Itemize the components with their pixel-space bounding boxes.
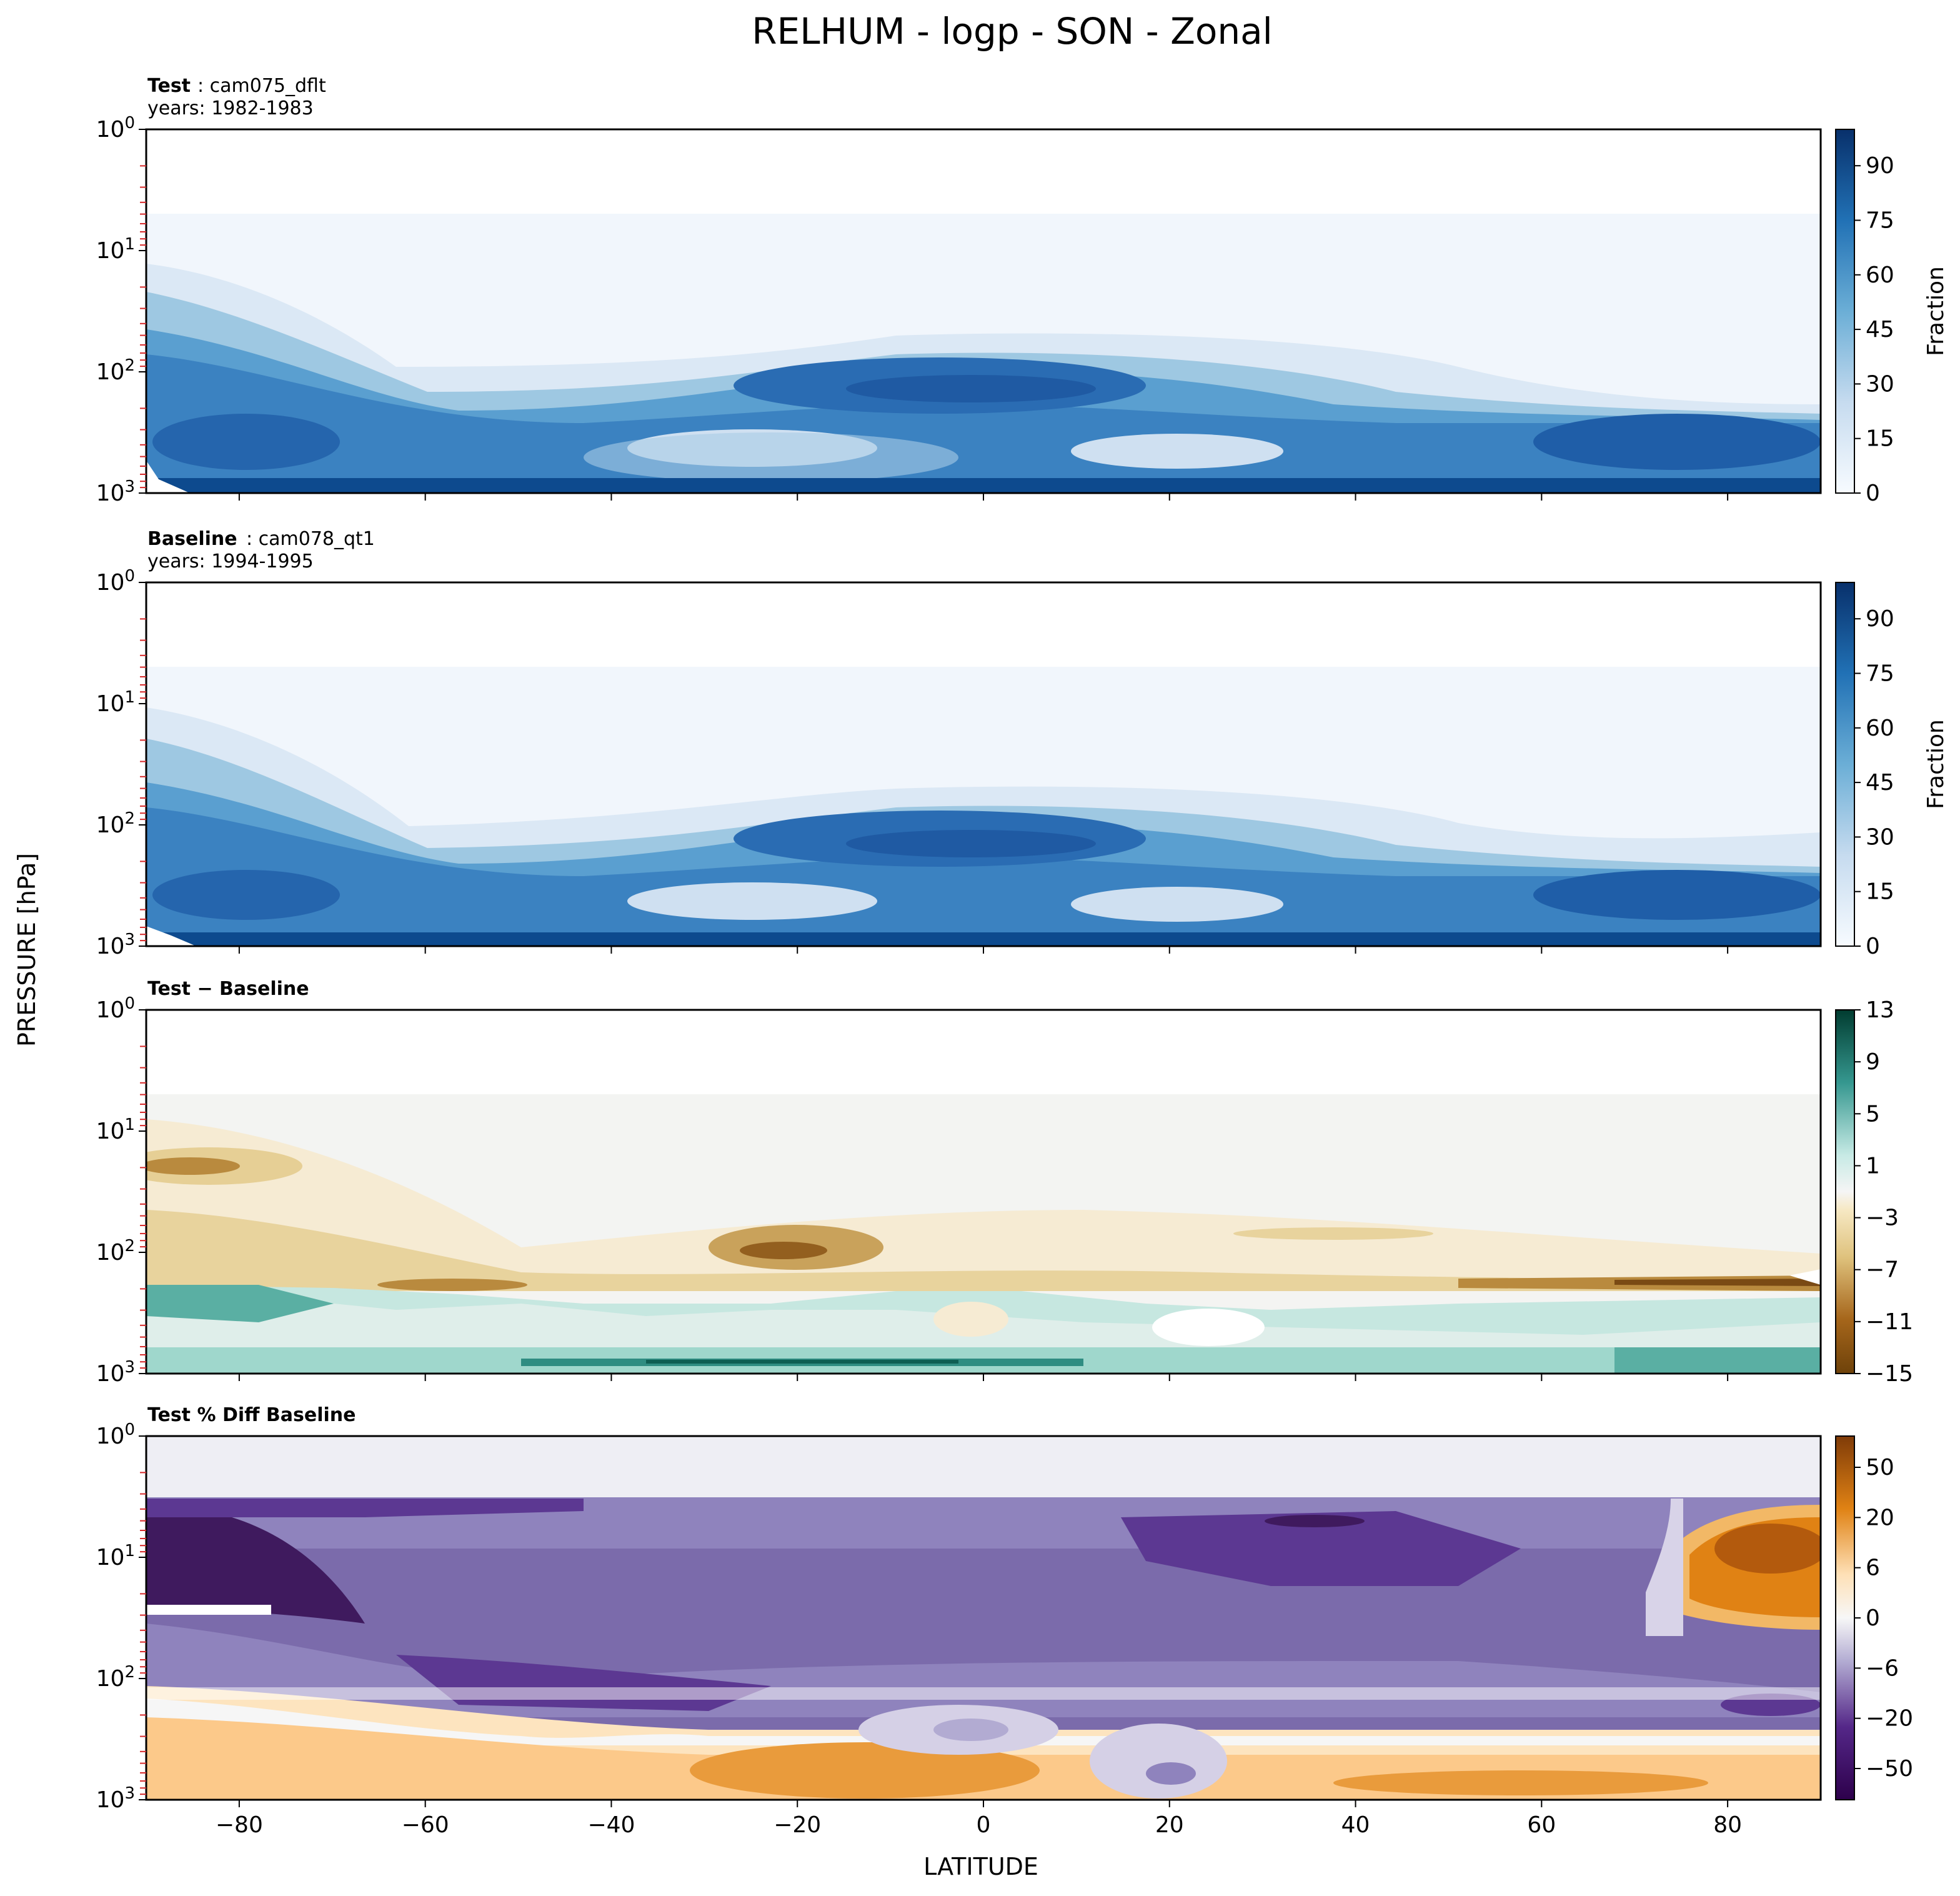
colorbar-tick-label: 30 <box>1866 371 1894 397</box>
colorbar-tick-label: 45 <box>1866 770 1894 796</box>
colorbar-tick-label: 30 <box>1866 824 1894 850</box>
colorbar-tick-label: 60 <box>1866 262 1894 288</box>
colorbar-tick-label: 1 <box>1866 1153 1880 1179</box>
y-tick-label: 103 <box>96 1784 135 1813</box>
axes-ticks-layer: 100101102103100101102103100101102103−80−… <box>96 114 1913 1838</box>
x-tick-label: 80 <box>1713 1812 1742 1838</box>
panel-baseline: Baseline : cam078_qt1 years: 1994-1995 <box>145 528 1822 947</box>
colorbar-percent-difference <box>1835 1435 1855 1800</box>
panel-label-bold: Test <box>147 75 191 97</box>
figure-title: RELHUM - logp - SON - Zonal <box>752 10 1273 52</box>
heatmap-baseline <box>146 582 1821 946</box>
y-tick-label: 103 <box>96 1358 135 1387</box>
y-tick-label: 103 <box>96 477 135 506</box>
colorbar-tick-label: −7 <box>1866 1257 1899 1283</box>
panel-label-years: years: 1994-1995 <box>147 551 314 572</box>
panel-percent-difference: Test % Diff Baseline <box>145 1404 1822 1801</box>
colorbar-tick-label: −11 <box>1866 1309 1913 1335</box>
y-tick-label: 101 <box>96 1115 135 1144</box>
colorbar-tick-label: −15 <box>1866 1361 1913 1387</box>
x-tick-label: 0 <box>977 1812 991 1838</box>
colorbar-baseline: Fraction <box>1835 582 1949 947</box>
colorbar-tick-label: −20 <box>1866 1706 1913 1732</box>
x-tick-label: −80 <box>216 1812 263 1838</box>
colorbar-tick-label: 50 <box>1866 1455 1894 1480</box>
panel-label-bold: Test − Baseline <box>147 978 309 1000</box>
heatmap-test <box>146 129 1821 493</box>
colorbar-tick-label: 45 <box>1866 317 1894 342</box>
heatmap-difference <box>146 1010 1821 1374</box>
colorbar-tick-label: 13 <box>1866 997 1894 1023</box>
y-tick-label: 101 <box>96 688 135 717</box>
y-tick-label: 102 <box>96 1663 135 1692</box>
colorbar-tick-label: −50 <box>1866 1756 1913 1782</box>
colorbar-tick-label: 90 <box>1866 153 1894 179</box>
y-tick-label: 100 <box>96 994 135 1023</box>
panel-label-years: years: 1982-1983 <box>147 97 314 119</box>
y-tick-label: 103 <box>96 931 135 959</box>
x-tick-label: 60 <box>1527 1812 1556 1838</box>
colorbar-tick-label: 5 <box>1866 1101 1880 1127</box>
colorbar-tick-label: 75 <box>1866 661 1894 687</box>
y-tick-label: 100 <box>96 1420 135 1449</box>
colorbar-tick-label: 9 <box>1866 1049 1880 1075</box>
colorbar-tick-label: 20 <box>1866 1505 1894 1530</box>
colorbar-tick-label: 0 <box>1866 1605 1880 1631</box>
x-tick-label: −60 <box>402 1812 449 1838</box>
colorbar-difference <box>1835 1009 1855 1374</box>
y-tick-label: 102 <box>96 356 135 385</box>
colorbar-test: Fraction <box>1835 129 1949 494</box>
x-tick-label: −40 <box>587 1812 635 1838</box>
x-tick-label: 20 <box>1155 1812 1184 1838</box>
x-axis-label: LATITUDE <box>923 1853 1038 1880</box>
y-axis-label: PRESSURE [hPa] <box>13 853 41 1047</box>
panel-label-bold: Baseline <box>147 528 237 550</box>
colorbar-tick-label: −6 <box>1866 1655 1899 1681</box>
colorbar-tick-label: 75 <box>1866 208 1894 234</box>
heatmap-percent-difference <box>146 1436 1821 1800</box>
panel-label-rest: : cam075_dflt <box>197 75 326 97</box>
y-tick-label: 100 <box>96 114 135 142</box>
colorbar-label: Fraction <box>1923 719 1949 809</box>
colorbar-tick-label: 60 <box>1866 716 1894 741</box>
x-tick-label: 40 <box>1341 1812 1370 1838</box>
colorbar-tick-label: 0 <box>1866 934 1880 959</box>
colorbar-tick-label: 0 <box>1866 481 1880 506</box>
panel-difference: Test − Baseline <box>145 978 1822 1375</box>
panel-label-rest: : cam078_qt1 <box>246 528 375 550</box>
y-tick-label: 102 <box>96 809 135 838</box>
colorbar-tick-label: −3 <box>1866 1205 1899 1231</box>
x-tick-label: −20 <box>774 1812 821 1838</box>
y-tick-label: 102 <box>96 1237 135 1265</box>
colorbar-tick-label: 15 <box>1866 879 1894 905</box>
colorbar-tick-label: 90 <box>1866 606 1894 632</box>
y-tick-label: 101 <box>96 1542 135 1570</box>
colorbar-label: Fraction <box>1923 266 1949 356</box>
y-tick-label: 100 <box>96 567 135 596</box>
panel-label-bold: Test % Diff Baseline <box>147 1404 356 1426</box>
panel-test: Test : cam075_dflt years: 1982-1983 <box>145 75 1822 494</box>
colorbar-tick-label: 15 <box>1866 426 1894 452</box>
y-tick-label: 101 <box>96 235 135 264</box>
colorbar-tick-label: 6 <box>1866 1555 1880 1581</box>
